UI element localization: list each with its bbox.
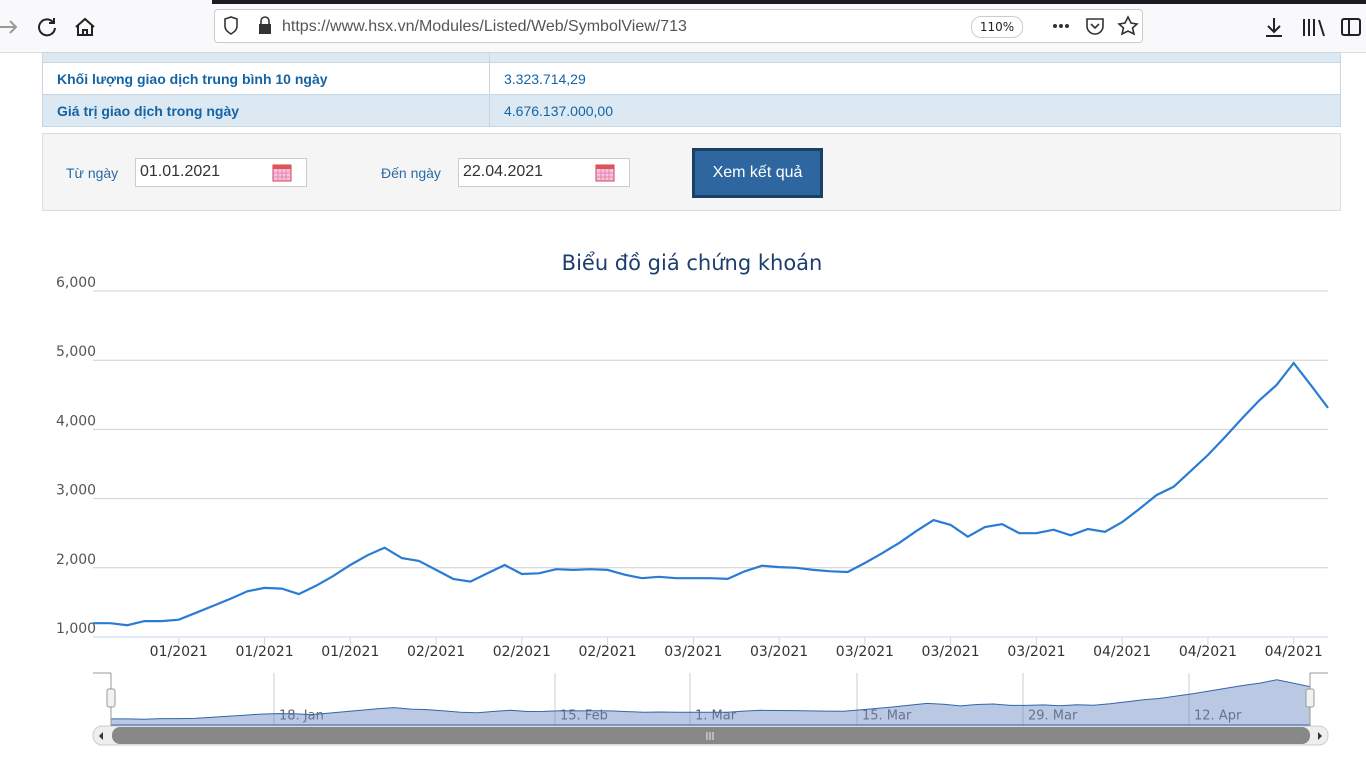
- security-icons: [224, 16, 271, 35]
- to-label: Đến ngày: [381, 165, 441, 181]
- calendar-icon[interactable]: [272, 164, 292, 182]
- from-value: 01.01.2021: [140, 163, 221, 180]
- price-line: [93, 361, 1329, 627]
- navigator-bg: [93, 673, 1328, 725]
- navigator-label: 15. Mar: [862, 709, 912, 724]
- x-tick-label: 02/2021: [493, 644, 551, 660]
- x-tick-label: 01/2021: [321, 644, 379, 660]
- calendar-icon[interactable]: [595, 164, 615, 182]
- forward-icon[interactable]: [0, 20, 18, 34]
- scrollbar-track: [92, 725, 1329, 746]
- x-tick-label: 01/2021: [150, 644, 208, 660]
- info-table: Khối lượng giao dịch trung bình 10 ngày 3…: [42, 52, 1341, 127]
- navigator-label: 18. Jan: [279, 709, 324, 724]
- x-tick-label: 04/2021: [1179, 644, 1237, 660]
- submit-button[interactable]: Xem kết quả: [692, 148, 823, 198]
- x-tick-label: 03/2021: [836, 644, 894, 660]
- navigator-label: 29. Mar: [1028, 709, 1078, 724]
- row-value: 3.323.714,29: [489, 62, 1341, 95]
- navigator-handle[interactable]: [106, 688, 116, 708]
- from-label: Từ ngày: [66, 165, 119, 181]
- browser-toolbar: https://www.hsx.vn/Modules/Listed/Web/Sy…: [0, 0, 1366, 53]
- reload-icon[interactable]: [38, 18, 56, 37]
- table-row: Khối lượng giao dịch trung bình 10 ngày 3…: [42, 62, 1341, 95]
- navigator-handle[interactable]: [1305, 688, 1315, 708]
- navigator-label: 15. Feb: [560, 709, 608, 724]
- x-tick-label: 04/2021: [1265, 644, 1323, 660]
- x-tick-label: 03/2021: [922, 644, 980, 660]
- y-tick-label: 3,000: [56, 483, 96, 499]
- navigator-label: 12. Apr: [1194, 709, 1242, 724]
- date-form: Từ ngày 01.01.2021 Đến ngày 22.04.2021 X…: [42, 133, 1341, 211]
- row-label: Giá trị giao dịch trong ngày: [42, 94, 490, 127]
- nav-icons: [0, 17, 95, 37]
- row-value: 4.676.137.000,00: [489, 94, 1341, 127]
- y-tick-label: 6,000: [56, 275, 96, 291]
- url-bar[interactable]: https://www.hsx.vn/Modules/Listed/Web/Sy…: [214, 9, 1143, 43]
- url-text: https://www.hsx.vn/Modules/Listed/Web/Sy…: [282, 18, 687, 35]
- row-label: Khối lượng giao dịch trung bình 10 ngày: [42, 62, 490, 95]
- x-tick-label: 03/2021: [750, 644, 808, 660]
- x-tick-label: 01/2021: [235, 644, 293, 660]
- page-actions: [1053, 15, 1139, 36]
- x-tick-label: 03/2021: [1007, 644, 1065, 660]
- y-tick-label: 2,000: [56, 552, 96, 568]
- table-row: Giá trị giao dịch trong ngày 4.676.137.00…: [42, 94, 1341, 127]
- table-row: [42, 52, 1341, 63]
- x-tick-label: 02/2021: [407, 644, 465, 660]
- navigator-label: 1. Mar: [695, 709, 737, 724]
- scrollbar-thumb[interactable]: [112, 727, 1310, 744]
- y-tick-label: 4,000: [56, 413, 96, 429]
- toolbar-icons: [1266, 18, 1361, 37]
- tab-strip: [212, 0, 1366, 4]
- scrollbar-grip: [706, 732, 714, 740]
- to-input[interactable]: 22.04.2021: [458, 158, 630, 187]
- x-tick-label: 02/2021: [578, 644, 636, 660]
- x-tick-label: 04/2021: [1093, 644, 1151, 660]
- y-tick-label: 1,000: [56, 621, 96, 637]
- to-value: 22.04.2021: [463, 163, 544, 180]
- from-input[interactable]: 01.01.2021: [135, 158, 307, 187]
- y-tick-label: 5,000: [56, 344, 96, 360]
- x-tick-label: 03/2021: [664, 644, 722, 660]
- scrollbar-arrows: [99, 732, 1322, 740]
- navigator-area: [110, 679, 1311, 726]
- home-icon[interactable]: [75, 17, 95, 36]
- chart-title: Biểu đồ giá chứng khoán: [562, 251, 823, 275]
- zoom-level[interactable]: 110%: [971, 16, 1023, 38]
